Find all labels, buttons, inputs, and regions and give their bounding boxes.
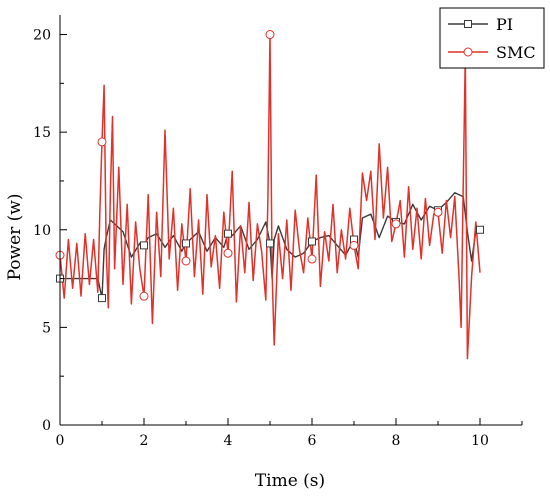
y-tick-label: 5 — [42, 320, 51, 336]
series-marker-smc — [223, 248, 233, 258]
legend-box — [439, 7, 545, 69]
legend-label-pi: PI — [496, 15, 513, 34]
series-marker-pi — [476, 225, 484, 234]
series-marker-smc — [349, 240, 359, 250]
y-tick-label: 10 — [33, 223, 51, 239]
legend-marker-smc — [463, 47, 473, 57]
series-marker-pi — [98, 294, 106, 303]
x-tick-label: 4 — [224, 433, 233, 449]
axes-layer: 0 2 4 6 8 10 0 5 10 15 20 — [33, 15, 523, 449]
y-tick-label: 15 — [33, 125, 51, 141]
series-marker-pi — [308, 237, 316, 246]
series-marker-smc — [307, 254, 317, 264]
series-marker-smc — [433, 207, 443, 217]
y-tick-label: 20 — [33, 28, 51, 44]
series-marker-pi — [140, 241, 148, 250]
y-axis-label: Power (w) — [5, 194, 25, 281]
series-marker-smc — [139, 291, 149, 301]
x-axis-label: Time (s) — [255, 471, 325, 491]
x-tick-label: 6 — [308, 433, 317, 449]
x-tick-label: 10 — [471, 433, 489, 449]
series-marker-smc — [97, 137, 107, 147]
series-marker-pi — [224, 229, 232, 238]
series-marker-smc — [391, 219, 401, 229]
legend-marker-pi — [464, 20, 472, 28]
series-marker-pi — [182, 239, 190, 248]
y-tick-label: 0 — [42, 418, 51, 434]
legend: PI SMC — [439, 7, 545, 69]
x-tick-label: 8 — [392, 433, 401, 449]
legend-label-smc: SMC — [496, 43, 536, 62]
series-layer — [55, 30, 484, 360]
series-marker-pi — [266, 239, 274, 248]
x-tick-label: 2 — [140, 433, 149, 449]
series-line-smc — [59, 33, 481, 360]
series-marker-smc — [181, 256, 191, 266]
series-marker-smc — [265, 30, 275, 40]
x-tick-label: 0 — [56, 433, 65, 449]
